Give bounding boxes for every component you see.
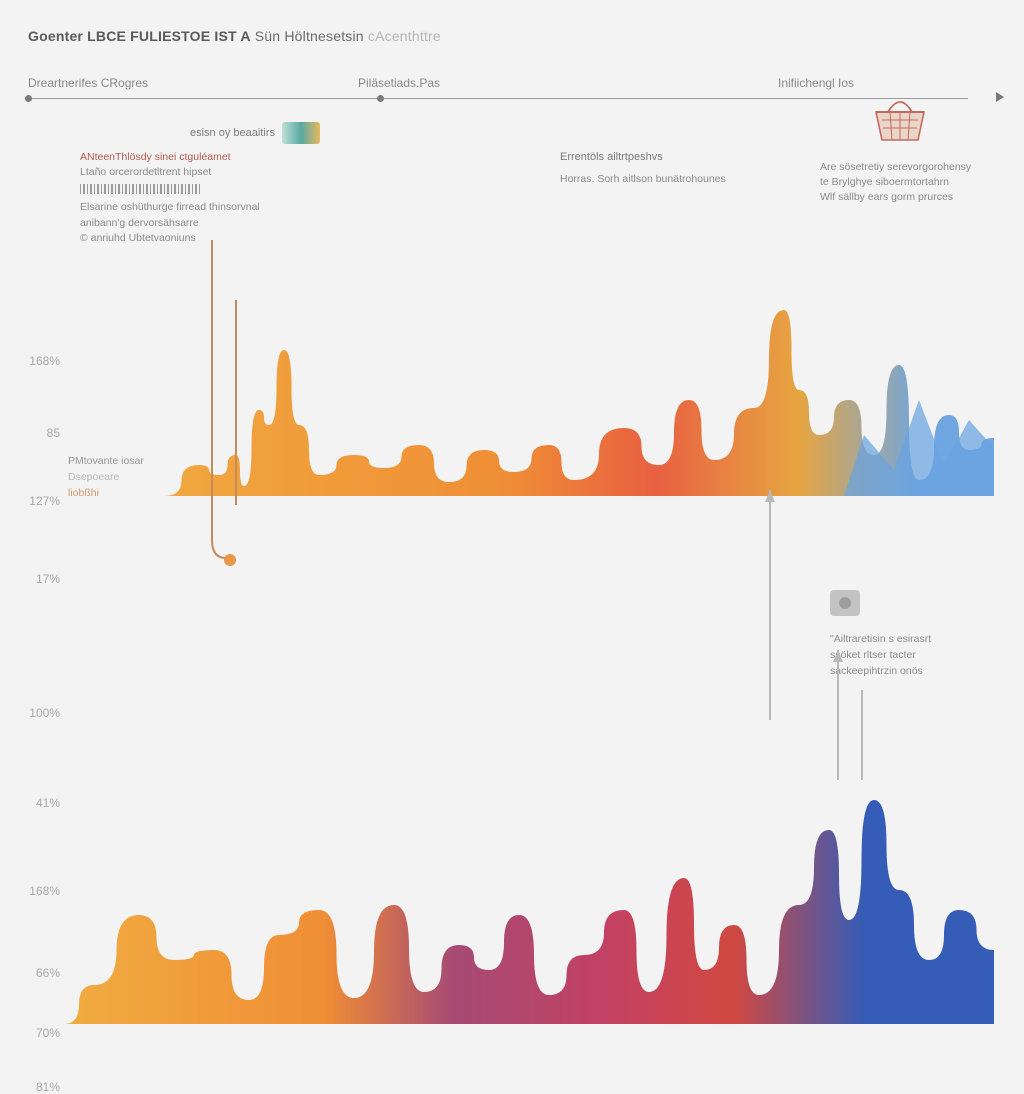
y-axis-label: 66% [2, 966, 60, 980]
y-axis-label: 70% [2, 1026, 60, 1040]
callout-3-l1: Are sösetretiy serevorgorohensy [820, 160, 995, 175]
callout-3: Are sösetretiy serevorgorohensy te Brylg… [820, 160, 995, 206]
callout-1: esisn oy beaaitirs [190, 122, 480, 150]
callout-3-l2: te Brylghye siboermtortahrn [820, 175, 995, 190]
y-axis-label: 168% [2, 884, 60, 898]
callout-1b: ANteenThlösdy sinei ctguléamet Ltaño orc… [80, 150, 290, 246]
callout-1-sub1: Elsarine oshüthurge firread thinsorvnal … [80, 200, 290, 230]
callout-1-sub2: © anriuhd Ubtetvaoniuns [80, 231, 290, 246]
y-axis-label: 100% [2, 706, 60, 720]
y-axis-label: 168% [2, 354, 60, 368]
section-label-1: Piläsetiads.Pas [358, 76, 440, 90]
callout-3-l3: Wlf sällby ears gorm prurces [820, 190, 995, 205]
lower-l3: sackeepihtrzin onös [830, 664, 980, 680]
bottom-area-chart [64, 760, 994, 1024]
camera-icon [830, 590, 860, 616]
page-title: Goenter LBCE FULIESTOE IST A Sün Höltnes… [28, 28, 996, 44]
y-axis-label: 41% [2, 796, 60, 810]
callout-1-title: esisn oy beaaitirs [190, 127, 275, 139]
section-rule [28, 98, 968, 99]
lower-note: "Ailtraretisin s esirasrt ssöket rltser … [830, 632, 980, 679]
section-dot [377, 95, 384, 102]
color-strip-icon [282, 122, 320, 144]
y-axis-label: 17% [2, 572, 60, 586]
section-dot [25, 95, 32, 102]
basket-icon [870, 98, 930, 144]
y-axis-label: 85 [2, 426, 60, 440]
callout-2-title: Errentöls ailtrtpeshvs [560, 150, 780, 166]
callout-1-gray: Ltaño orcerordetltrent hipset [80, 165, 290, 180]
section-label-2: Inifiichengl Ios [778, 76, 854, 90]
y-axis-label: 127% [2, 494, 60, 508]
callout-2-sub: Horras. Sorh aitlson bunätrohounes [560, 172, 780, 187]
callout-1-red: ANteenThlösdy sinei ctguléamet [80, 150, 290, 165]
lower-l1: "Ailtraretisin s esirasrt [830, 632, 980, 648]
section-arrow-icon [996, 92, 1004, 102]
barcode-icon [80, 184, 200, 194]
section-label-0: Dreartnerifes CRogres [28, 76, 148, 90]
top-area-chart [64, 250, 994, 530]
lower-l2: ssöket rltser tacter [830, 648, 980, 664]
y-axis-label: 81% [2, 1080, 60, 1094]
callout-2: Errentöls ailtrtpeshvs Horras. Sorh aitl… [560, 150, 780, 187]
section-header: Dreartnerifes CRogres Piläsetiads.Pas In… [28, 76, 996, 96]
